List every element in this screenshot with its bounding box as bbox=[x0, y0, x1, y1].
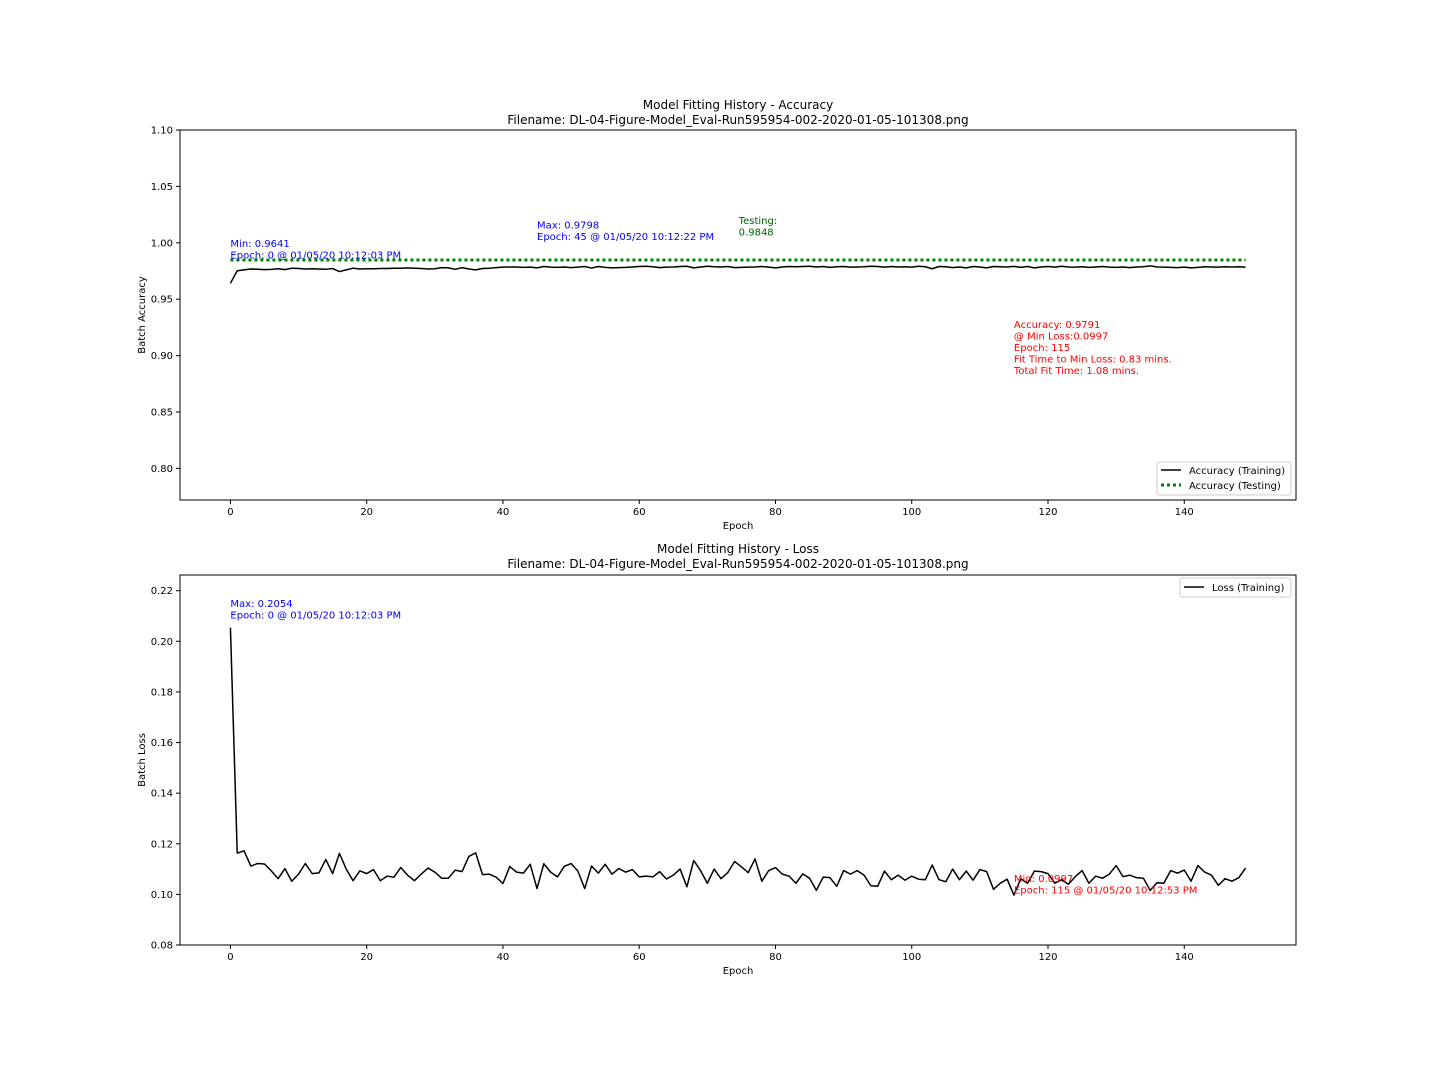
accuracy-x-tick-label: 80 bbox=[769, 507, 782, 518]
accuracy-x-tick-label: 40 bbox=[497, 507, 510, 518]
accuracy-chart-subtitle: Filename: DL-04-Figure-Model_Eval-Run595… bbox=[507, 113, 968, 127]
accuracy-y-tick-label: 0.90 bbox=[151, 351, 173, 362]
loss-x-tick-label: 60 bbox=[633, 952, 646, 963]
loss-legend-training-label: Loss (Training) bbox=[1212, 583, 1284, 594]
accuracy-y-tick-label: 1.05 bbox=[151, 182, 173, 193]
loss-legend: Loss (Training) bbox=[1179, 577, 1292, 598]
loss-y-tick-label: 0.14 bbox=[151, 789, 173, 800]
accuracy-annotation-2: Testing: 0.9848 bbox=[738, 216, 778, 239]
loss-annotation-0-line-0: Max: 0.2054 bbox=[230, 599, 292, 610]
loss-x-tick-label: 120 bbox=[1038, 952, 1057, 963]
loss-annotation-0: Max: 0.2054 Epoch: 0 @ 01/05/20 10:12:03 … bbox=[230, 599, 401, 622]
accuracy-annotation-3-line-3: Fit Time to Min Loss: 0.83 mins. bbox=[1014, 354, 1172, 365]
accuracy-annotation-2-line-1: 0.9848 bbox=[739, 228, 774, 239]
accuracy-y-tick-label: 0.85 bbox=[151, 408, 173, 419]
accuracy-annotation-3-line-1: @ Min Loss:0.0997 bbox=[1014, 331, 1108, 342]
accuracy-legend-training-label: Accuracy (Training) bbox=[1189, 466, 1285, 477]
accuracy-annotation-0-line-1: Epoch: 0 @ 01/05/20 10:12:03 PM bbox=[230, 250, 401, 261]
accuracy-y-tick-label: 0.80 bbox=[151, 464, 173, 475]
accuracy-annotation-1-line-1: Epoch: 45 @ 01/05/20 10:12:22 PM bbox=[537, 232, 714, 243]
accuracy-x-axis-label: Epoch bbox=[723, 521, 754, 532]
accuracy-annotation-0-line-0: Min: 0.9641 bbox=[230, 239, 289, 250]
loss-y-tick-label: 0.16 bbox=[151, 738, 173, 749]
accuracy-x-tick-label: 120 bbox=[1038, 507, 1057, 518]
loss-annotation-1-line-1: Epoch: 115 @ 01/05/20 10:12:53 PM bbox=[1014, 886, 1197, 897]
accuracy-x-tick-label: 60 bbox=[633, 507, 646, 518]
loss-x-tick-label: 0 bbox=[227, 952, 233, 963]
accuracy-y-tick-label: 0.95 bbox=[151, 295, 173, 306]
accuracy-axes-frame bbox=[179, 129, 1297, 501]
loss-legend-box bbox=[1179, 577, 1292, 598]
accuracy-y-tick-label: 1.00 bbox=[151, 238, 173, 249]
loss-x-tick-label: 20 bbox=[360, 952, 373, 963]
accuracy-annotation-3-line-2: Epoch: 115 bbox=[1014, 343, 1070, 354]
accuracy-y-axis-label: Batch Accuracy bbox=[137, 276, 148, 354]
loss-y-axis-label: Batch Loss bbox=[137, 733, 148, 787]
loss-x-tick-label: 40 bbox=[497, 952, 510, 963]
accuracy-chart: Model Fitting History - Accuracy Filenam… bbox=[137, 98, 1297, 532]
accuracy-annotation-1: Max: 0.9798 Epoch: 45 @ 01/05/20 10:12:22… bbox=[537, 221, 714, 244]
loss-annotation-1: Min: 0.0997 Epoch: 115 @ 01/05/20 10:12:5… bbox=[1014, 874, 1197, 897]
loss-y-tick-label: 0.20 bbox=[151, 637, 173, 648]
accuracy-series-training-line bbox=[229, 265, 1246, 284]
loss-annotation-0-line-1: Epoch: 0 @ 01/05/20 10:12:03 PM bbox=[230, 610, 401, 621]
loss-y-tick-label: 0.18 bbox=[151, 687, 173, 698]
loss-axes-frame bbox=[179, 574, 1297, 946]
accuracy-y-tick-label: 1.10 bbox=[151, 126, 173, 137]
accuracy-x-tick-label: 0 bbox=[227, 507, 233, 518]
accuracy-x-tick-label: 20 bbox=[360, 507, 373, 518]
accuracy-plot-area: Min: 0.9641 Epoch: 0 @ 01/05/20 10:12:03 … bbox=[151, 126, 1297, 518]
accuracy-legend-testing-label: Accuracy (Testing) bbox=[1189, 481, 1281, 492]
loss-chart: Model Fitting History - Loss Filename: D… bbox=[137, 542, 1297, 977]
loss-y-tick-label: 0.22 bbox=[151, 586, 173, 597]
loss-y-tick-label: 0.12 bbox=[151, 839, 173, 850]
accuracy-annotation-3-line-4: Total Fit Time: 1.08 mins. bbox=[1013, 366, 1139, 377]
accuracy-annotation-2-line-0: Testing: bbox=[738, 216, 778, 227]
loss-chart-subtitle: Filename: DL-04-Figure-Model_Eval-Run595… bbox=[507, 557, 968, 571]
loss-series-training-line bbox=[229, 627, 1247, 896]
loss-annotation-1-line-0: Min: 0.0997 bbox=[1014, 874, 1073, 885]
accuracy-x-tick-label: 140 bbox=[1175, 507, 1194, 518]
loss-x-tick-label: 140 bbox=[1175, 952, 1194, 963]
accuracy-x-tick-label: 100 bbox=[902, 507, 921, 518]
loss-x-tick-label: 80 bbox=[769, 952, 782, 963]
loss-y-tick-label: 0.08 bbox=[151, 941, 173, 952]
accuracy-annotation-3-line-0: Accuracy: 0.9791 bbox=[1014, 320, 1100, 331]
accuracy-legend-box bbox=[1156, 461, 1292, 496]
loss-x-axis-label: Epoch bbox=[723, 966, 754, 977]
accuracy-legend: Accuracy (Training) Accuracy (Testing) bbox=[1156, 461, 1292, 496]
loss-chart-title: Model Fitting History - Loss bbox=[657, 542, 819, 556]
accuracy-chart-title: Model Fitting History - Accuracy bbox=[643, 98, 833, 112]
accuracy-annotation-0: Min: 0.9641 Epoch: 0 @ 01/05/20 10:12:03 … bbox=[230, 239, 401, 262]
accuracy-annotation-1-line-0: Max: 0.9798 bbox=[537, 221, 599, 232]
loss-x-tick-label: 100 bbox=[902, 952, 921, 963]
accuracy-annotation-3: Accuracy: 0.9791 @ Min Loss:0.0997 Epoch: … bbox=[1013, 320, 1172, 377]
loss-y-tick-label: 0.10 bbox=[151, 890, 173, 901]
loss-plot-area: Max: 0.2054 Epoch: 0 @ 01/05/20 10:12:03 … bbox=[151, 574, 1297, 963]
